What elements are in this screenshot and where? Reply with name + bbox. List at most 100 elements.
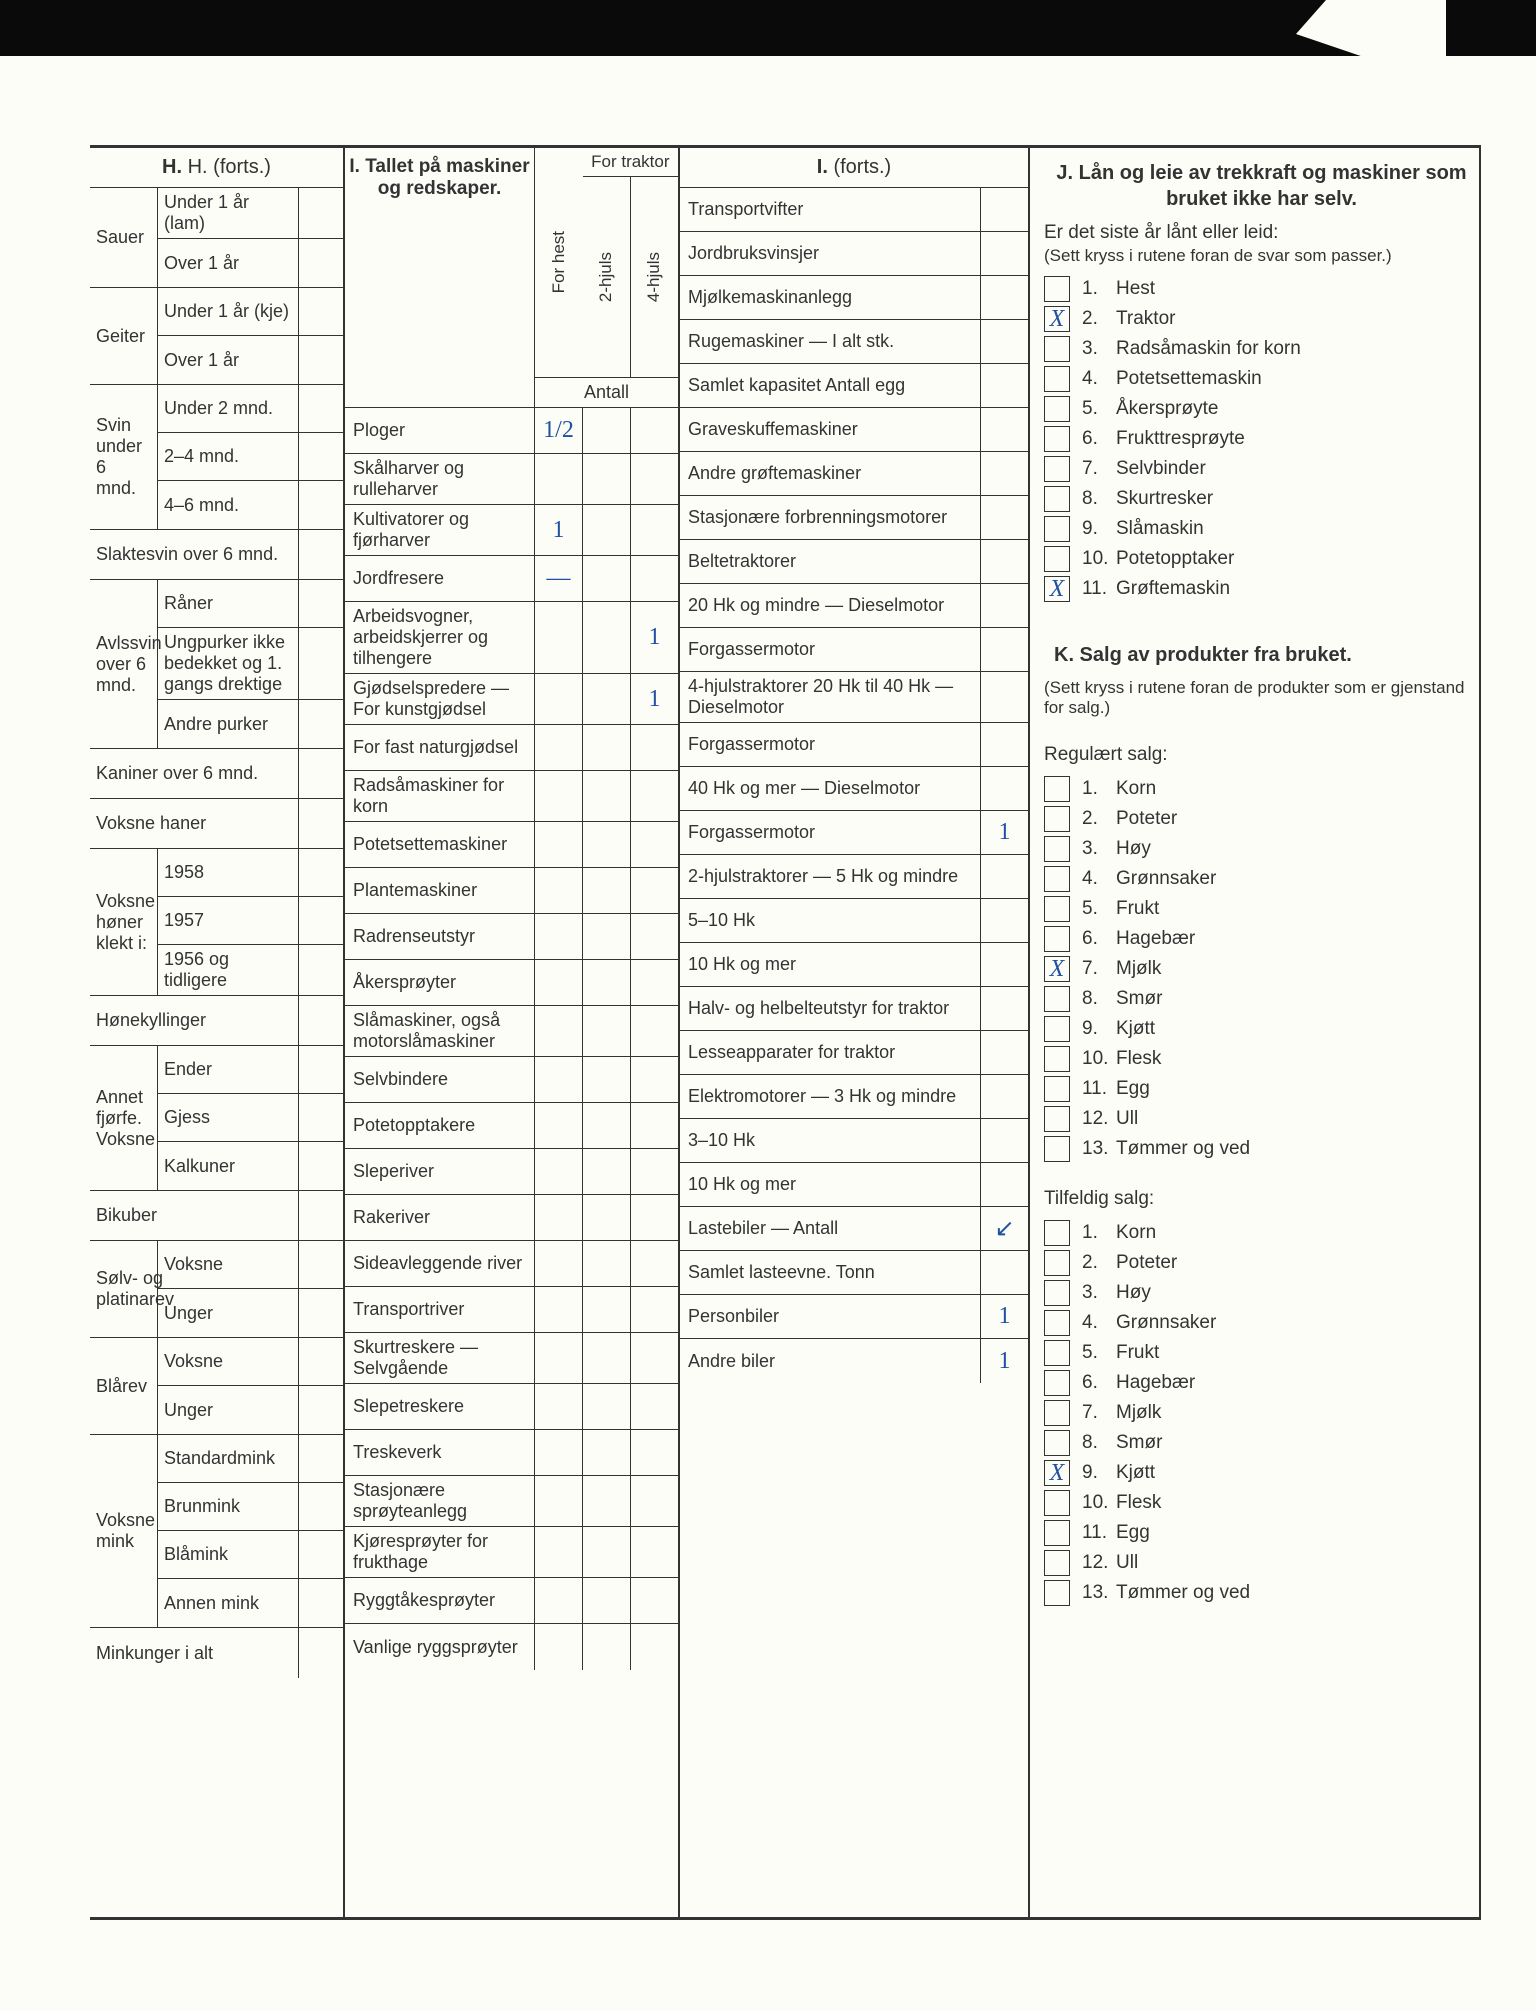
i2-cell[interactable] (980, 232, 1028, 275)
h-value-cell[interactable] (298, 1191, 343, 1240)
checkbox[interactable] (1044, 1550, 1070, 1576)
checkbox[interactable] (1044, 396, 1070, 422)
i-cell[interactable] (582, 914, 630, 959)
i-cell[interactable] (582, 602, 630, 673)
i-cell[interactable] (534, 1624, 582, 1670)
i2-cell[interactable] (980, 899, 1028, 942)
checkbox[interactable] (1044, 1016, 1070, 1042)
h-value-cell[interactable] (298, 849, 343, 896)
checkbox[interactable] (1044, 1046, 1070, 1072)
i-cell[interactable] (630, 505, 678, 555)
i2-cell[interactable] (980, 540, 1028, 583)
checkbox[interactable] (1044, 276, 1070, 302)
i-cell[interactable] (582, 505, 630, 555)
checkbox[interactable] (1044, 1280, 1070, 1306)
i-cell[interactable] (582, 1287, 630, 1332)
checkbox[interactable] (1044, 896, 1070, 922)
i2-cell[interactable]: 1 (980, 1295, 1028, 1338)
checkbox[interactable] (1044, 1520, 1070, 1546)
i-cell[interactable] (534, 822, 582, 867)
checkbox[interactable]: X (1044, 1460, 1070, 1486)
i2-cell[interactable] (980, 1163, 1028, 1206)
checkbox[interactable] (1044, 1430, 1070, 1456)
i-cell[interactable] (630, 454, 678, 504)
i-cell[interactable] (582, 454, 630, 504)
h-value-cell[interactable] (298, 1046, 343, 1093)
i-cell[interactable] (534, 1333, 582, 1383)
h-value-cell[interactable] (298, 188, 343, 238)
checkbox[interactable] (1044, 836, 1070, 862)
h-value-cell[interactable] (298, 1241, 343, 1288)
i-cell[interactable] (630, 1195, 678, 1240)
i-cell[interactable] (534, 1527, 582, 1577)
i-cell[interactable] (630, 725, 678, 770)
checkbox[interactable] (1044, 1370, 1070, 1396)
i2-cell[interactable]: 1 (980, 1339, 1028, 1383)
checkbox[interactable] (1044, 366, 1070, 392)
i2-cell[interactable] (980, 855, 1028, 898)
h-value-cell[interactable] (298, 385, 343, 432)
i2-cell[interactable] (980, 496, 1028, 539)
i-cell[interactable] (582, 1333, 630, 1383)
i-cell[interactable] (582, 1103, 630, 1148)
checkbox[interactable] (1044, 486, 1070, 512)
checkbox[interactable] (1044, 336, 1070, 362)
i2-cell[interactable] (980, 987, 1028, 1030)
i-cell[interactable] (582, 1149, 630, 1194)
h-value-cell[interactable] (298, 1628, 343, 1678)
h-value-cell[interactable] (298, 799, 343, 848)
h-value-cell[interactable] (298, 530, 343, 579)
i-cell[interactable] (630, 914, 678, 959)
i-cell[interactable] (630, 1057, 678, 1102)
i-cell[interactable] (534, 1195, 582, 1240)
i-cell[interactable] (582, 1430, 630, 1475)
checkbox[interactable] (1044, 1310, 1070, 1336)
i-cell[interactable] (582, 674, 630, 724)
i-cell[interactable] (630, 1430, 678, 1475)
i-cell[interactable] (582, 868, 630, 913)
i2-cell[interactable] (980, 188, 1028, 231)
i-cell[interactable] (534, 725, 582, 770)
i-cell[interactable] (630, 1241, 678, 1286)
i-cell[interactable] (582, 1578, 630, 1623)
i-cell[interactable] (534, 868, 582, 913)
i-cell[interactable] (630, 1287, 678, 1332)
i-cell[interactable] (582, 1476, 630, 1526)
h-value-cell[interactable] (298, 433, 343, 480)
i-cell[interactable] (630, 1578, 678, 1623)
checkbox[interactable] (1044, 986, 1070, 1012)
checkbox[interactable] (1044, 1400, 1070, 1426)
h-value-cell[interactable] (298, 1579, 343, 1627)
checkbox[interactable] (1044, 776, 1070, 802)
i-cell[interactable] (582, 1527, 630, 1577)
checkbox[interactable] (1044, 456, 1070, 482)
i2-cell[interactable] (980, 1031, 1028, 1074)
i-cell[interactable] (582, 822, 630, 867)
i-cell[interactable] (630, 822, 678, 867)
h-value-cell[interactable] (298, 1142, 343, 1190)
i-cell[interactable]: 1/2 (534, 408, 582, 453)
i-cell[interactable] (630, 1624, 678, 1670)
i-cell[interactable] (582, 1057, 630, 1102)
checkbox[interactable] (1044, 1340, 1070, 1366)
i2-cell[interactable] (980, 1251, 1028, 1294)
h-value-cell[interactable] (298, 239, 343, 287)
i2-cell[interactable] (980, 1075, 1028, 1118)
i-cell[interactable] (582, 960, 630, 1005)
i-cell[interactable] (534, 1057, 582, 1102)
i-cell[interactable] (630, 1476, 678, 1526)
i-cell[interactable] (534, 602, 582, 673)
i-cell[interactable] (534, 1476, 582, 1526)
i-cell[interactable] (630, 1384, 678, 1429)
h-value-cell[interactable] (298, 1338, 343, 1385)
h-value-cell[interactable] (298, 700, 343, 748)
i2-cell[interactable] (980, 1119, 1028, 1162)
i-cell[interactable] (534, 771, 582, 821)
i-cell[interactable] (582, 1384, 630, 1429)
i-cell[interactable] (534, 1006, 582, 1056)
checkbox[interactable] (1044, 1106, 1070, 1132)
i2-cell[interactable] (980, 408, 1028, 451)
i2-cell[interactable]: ↙ (980, 1207, 1028, 1250)
i-cell[interactable] (534, 1103, 582, 1148)
i2-cell[interactable] (980, 584, 1028, 627)
